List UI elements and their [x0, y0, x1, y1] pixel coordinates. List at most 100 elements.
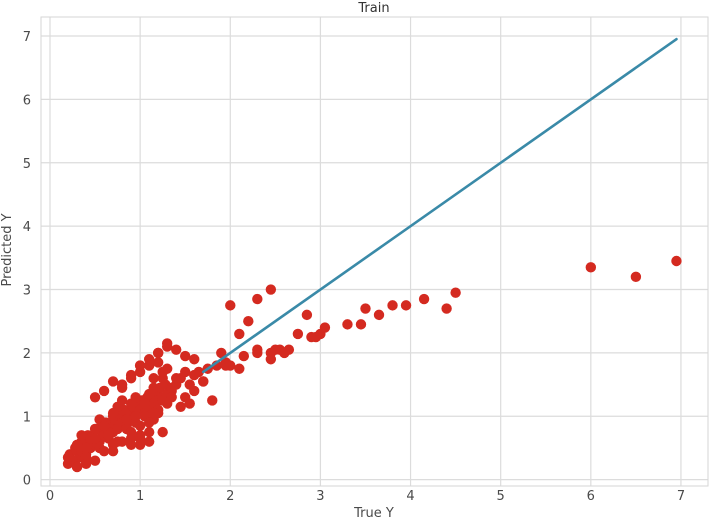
data-point [216, 347, 227, 359]
identity-line [201, 37, 678, 374]
data-point [130, 392, 141, 403]
data-point [148, 407, 159, 419]
data-point [234, 328, 245, 340]
data-point [292, 328, 304, 340]
data-point [166, 382, 177, 393]
data-point [671, 255, 682, 267]
x-tick-label: 1 [136, 489, 144, 504]
data-point [134, 360, 146, 371]
data-point [238, 350, 250, 362]
data-point [360, 303, 371, 314]
data-point [585, 262, 597, 273]
data-point [71, 461, 83, 473]
data-points [62, 255, 682, 473]
data-point [89, 433, 101, 444]
data-point [62, 452, 74, 463]
data-point [130, 411, 141, 422]
data-point [121, 414, 132, 425]
data-point [189, 354, 200, 365]
data-point [148, 373, 159, 384]
y-axis-label: Predicted Y [0, 213, 15, 286]
y-tick-label: 0 [23, 474, 31, 489]
data-point [193, 366, 204, 378]
y-tick-label: 5 [23, 157, 31, 172]
data-point [107, 376, 119, 387]
x-tick-label: 5 [497, 489, 505, 504]
data-point [107, 407, 119, 419]
data-point [387, 300, 398, 311]
x-tick-label: 6 [587, 489, 595, 504]
data-point [80, 442, 92, 454]
data-point [152, 357, 164, 368]
x-tick-label: 7 [677, 489, 685, 504]
data-point [148, 382, 159, 393]
data-point [139, 398, 150, 409]
data-point [134, 439, 146, 451]
x-tick-label: 3 [316, 489, 324, 504]
y-tick-label: 1 [23, 410, 31, 425]
data-point [98, 445, 110, 457]
plot-frame [40, 16, 709, 487]
data-point [89, 423, 101, 435]
x-tick-label: 4 [406, 489, 414, 504]
x-tick-label: 2 [226, 489, 234, 504]
data-point [189, 385, 200, 397]
data-point [450, 287, 461, 298]
data-point [143, 426, 155, 438]
data-point [207, 395, 218, 406]
data-point [157, 426, 168, 438]
data-point [143, 417, 155, 428]
data-point [301, 309, 313, 321]
x-tick-labels: 0 1 2 3 4 5 6 7 [46, 489, 685, 504]
identity-line-segment [201, 37, 678, 374]
data-point [175, 373, 186, 384]
data-point [373, 309, 385, 321]
x-tick-label: 0 [46, 489, 54, 504]
data-point [107, 445, 119, 457]
data-point [80, 458, 92, 470]
data-point [355, 319, 367, 330]
data-point [400, 300, 412, 311]
data-point [234, 363, 245, 374]
y-tick-label: 4 [23, 220, 31, 235]
data-point [630, 271, 642, 283]
y-tick-label: 7 [23, 30, 31, 45]
data-point [171, 344, 182, 355]
data-point [116, 436, 128, 447]
data-point [198, 376, 209, 387]
data-point [157, 366, 168, 378]
data-point [116, 395, 128, 406]
y-tick-label: 2 [23, 347, 31, 362]
y-tick-label: 3 [23, 284, 31, 299]
y-tick-label: 6 [23, 93, 31, 108]
data-point [441, 303, 452, 314]
data-point [265, 354, 277, 365]
data-point [342, 319, 353, 330]
data-point [98, 385, 110, 397]
grid-lines [41, 17, 708, 486]
data-point [98, 420, 110, 431]
data-point [265, 284, 277, 295]
data-point [134, 420, 146, 431]
y-tick-labels: 0 1 2 3 4 5 6 7 [23, 30, 31, 489]
data-point [180, 350, 191, 362]
data-point [125, 373, 137, 384]
data-point [279, 347, 290, 359]
data-point [315, 328, 326, 340]
data-point [243, 316, 254, 327]
data-point [225, 300, 236, 311]
data-point [166, 392, 177, 403]
data-point [175, 401, 186, 412]
data-point [143, 354, 155, 365]
data-point [152, 347, 164, 359]
x-axis-label: True Y [353, 506, 394, 520]
data-point [184, 398, 195, 409]
data-point [252, 344, 263, 355]
data-point [161, 338, 173, 349]
data-point [220, 360, 231, 371]
data-point [89, 392, 101, 403]
data-point [252, 293, 263, 305]
data-point [157, 395, 168, 406]
